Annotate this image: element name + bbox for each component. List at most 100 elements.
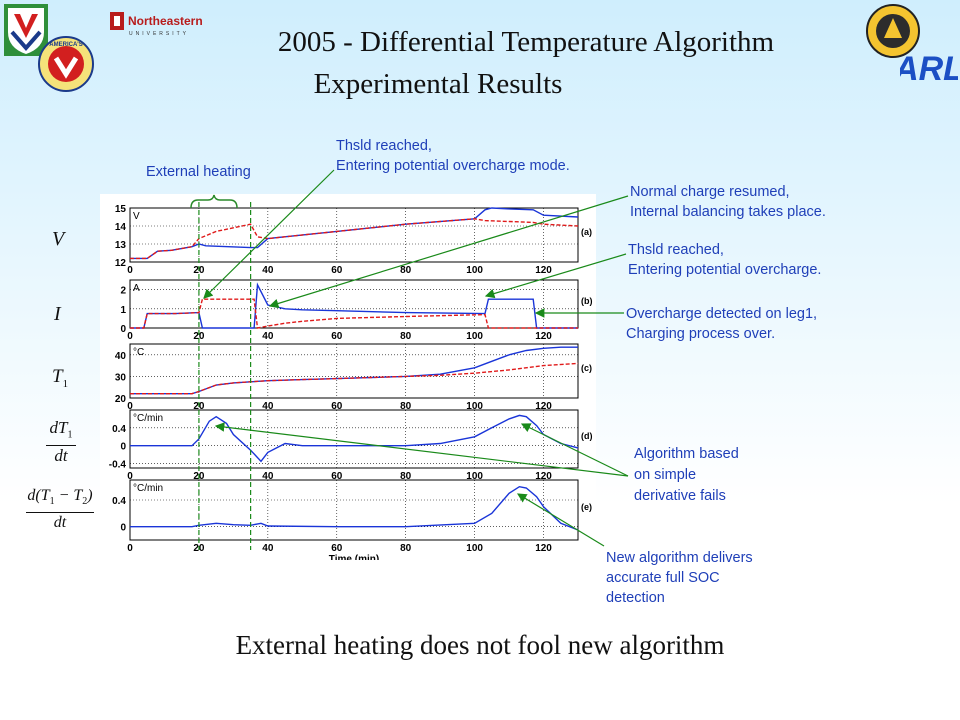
x-tick-label: 120 xyxy=(535,265,552,276)
overcharge-line2: Charging process over. xyxy=(626,326,776,342)
arl-logo: ARL xyxy=(893,44,960,88)
panel-tag: (a) xyxy=(581,227,592,237)
label-dt1-sub: 1 xyxy=(67,429,73,441)
army-shield-logo xyxy=(4,4,48,56)
new-algorithm-line1: New algorithm delivers xyxy=(606,550,753,566)
new-algorithm-annotation: New algorithm delivers accurate full SOC… xyxy=(606,548,753,608)
x-tick-label: 60 xyxy=(331,265,343,276)
series-line-2 xyxy=(130,362,579,395)
y-tick-label: 0.4 xyxy=(112,496,126,507)
x-tick-label: 20 xyxy=(193,331,205,342)
x-tick-label: 120 xyxy=(535,471,552,482)
series-line-1 xyxy=(130,282,578,329)
y-tick-label: 12 xyxy=(115,258,127,269)
series-line-2 xyxy=(130,218,579,260)
label-i: I xyxy=(54,303,61,325)
thsld-overcharge-line1: Thsld reached, xyxy=(628,242,724,258)
x-tick-label: 40 xyxy=(262,543,274,554)
overcharge-line1: Overcharge detected on leg1, xyxy=(626,306,818,322)
algorithm-fails-line1: Algorithm based xyxy=(634,446,739,462)
plot-area: 0 20 40 60 80 100 120 12 13 14 15 V (a) 0 20 40 60 80 100 1… xyxy=(100,194,596,565)
x-tick-label: 100 xyxy=(466,471,483,482)
panel-unit: °C/min xyxy=(133,483,163,494)
y-tick-label: 13 xyxy=(115,240,127,251)
panel-unit: °C/min xyxy=(133,413,163,424)
x-tick-label: 80 xyxy=(400,471,412,482)
panel-frame xyxy=(129,279,579,329)
x-tick-label: 120 xyxy=(535,331,552,342)
thsld-mode-line2: Entering potential overcharge mode. xyxy=(336,158,570,174)
label-t1-sub: 1 xyxy=(62,377,69,390)
label-diff-sub1: 1 xyxy=(49,496,55,508)
label-dt1-den: dt xyxy=(54,446,68,466)
label-t1: T1 xyxy=(52,366,68,390)
arrow-thsld-overcharge xyxy=(484,253,627,299)
x-tick-label: 120 xyxy=(535,543,552,554)
arrow-normal-charge xyxy=(268,195,629,309)
label-diff: d(T1 − T2) dt xyxy=(26,486,94,533)
series-line-1 xyxy=(130,414,579,463)
x-tick-label: 80 xyxy=(400,543,412,554)
northeastern-logo: Northeastern UNIVERSITY xyxy=(110,12,220,38)
x-tick-label: 60 xyxy=(331,543,343,554)
y-tick-label: 1 xyxy=(120,305,126,316)
external-heating-bracket xyxy=(190,194,238,209)
panel-tag: (c) xyxy=(581,363,592,373)
thsld-mode-annotation: Thsld reached, Entering potential overch… xyxy=(336,136,570,176)
x-tick-label: 0 xyxy=(127,543,133,554)
label-dt1-num: dT xyxy=(49,418,68,437)
panel-frame xyxy=(129,409,579,469)
external-heating-label: External heating xyxy=(146,164,251,180)
y-tick-label: 15 xyxy=(115,204,127,215)
thsld-overcharge-annotation: Thsld reached, Entering potential overch… xyxy=(628,240,821,280)
arrow-alg-fails-1 xyxy=(214,422,629,477)
x-axis-label: Time (min) xyxy=(329,554,379,560)
x-tick-label: 100 xyxy=(466,265,483,276)
panel-unit: °C xyxy=(133,347,144,358)
x-tick-label: 80 xyxy=(400,265,412,276)
northeastern-sub: UNIVERSITY xyxy=(129,31,189,37)
slide-subtitle: Experimental Results xyxy=(313,68,563,100)
label-t1-main: T xyxy=(52,366,63,387)
x-tick-label: 120 xyxy=(535,401,552,412)
series-line-2 xyxy=(130,298,578,329)
northeastern-name: Northeastern xyxy=(128,14,203,28)
x-tick-label: 100 xyxy=(466,543,483,554)
arrow-thsld-mode xyxy=(203,169,335,299)
arrow-alg-fails-2 xyxy=(520,423,629,477)
y-tick-label: 14 xyxy=(115,222,127,233)
label-v: V xyxy=(52,228,65,250)
normal-charge-line1: Normal charge resumed, xyxy=(630,184,790,200)
new-algorithm-line3: detection xyxy=(606,590,665,606)
normal-charge-annotation: Normal charge resumed, Internal balancin… xyxy=(630,182,826,222)
panel-tag: (d) xyxy=(581,431,593,441)
label-diff-num: d(T xyxy=(27,487,50,504)
thsld-overcharge-line2: Entering potential overcharge. xyxy=(628,262,822,278)
panel-unit: V xyxy=(133,211,140,222)
x-tick-label: 0 xyxy=(127,471,133,482)
arl-text: ARL xyxy=(900,50,958,86)
x-tick-label: 100 xyxy=(466,401,483,412)
x-tick-label: 60 xyxy=(331,331,343,342)
x-tick-label: 0 xyxy=(127,331,133,342)
algorithm-fails-line2: on simple xyxy=(634,467,697,483)
y-tick-label: 20 xyxy=(115,394,127,405)
x-tick-label: 0 xyxy=(127,401,133,412)
panel-frame xyxy=(129,207,579,263)
algorithm-fails-line3: derivative fails xyxy=(634,488,726,504)
normal-charge-line2: Internal balancing takes place. xyxy=(630,204,826,220)
gear-emblem-logo xyxy=(866,4,920,58)
americas-badge-text: AMERICA'S xyxy=(49,42,82,48)
arrow-new-algorithm xyxy=(516,493,605,547)
x-tick-label: 60 xyxy=(331,401,343,412)
slide-footer: External heating does not fool new algor… xyxy=(235,630,725,660)
x-tick-label: 0 xyxy=(127,265,133,276)
y-tick-label: 2 xyxy=(120,286,126,297)
y-tick-label: 0 xyxy=(120,442,126,453)
thsld-mode-line1: Thsld reached, xyxy=(336,138,432,154)
x-tick-label: 80 xyxy=(400,401,412,412)
y-tick-label: 30 xyxy=(115,372,127,383)
algorithm-fails-annotation: Algorithm based on simple derivative fai… xyxy=(634,444,739,507)
label-dt1: dT1 dt xyxy=(46,418,76,466)
